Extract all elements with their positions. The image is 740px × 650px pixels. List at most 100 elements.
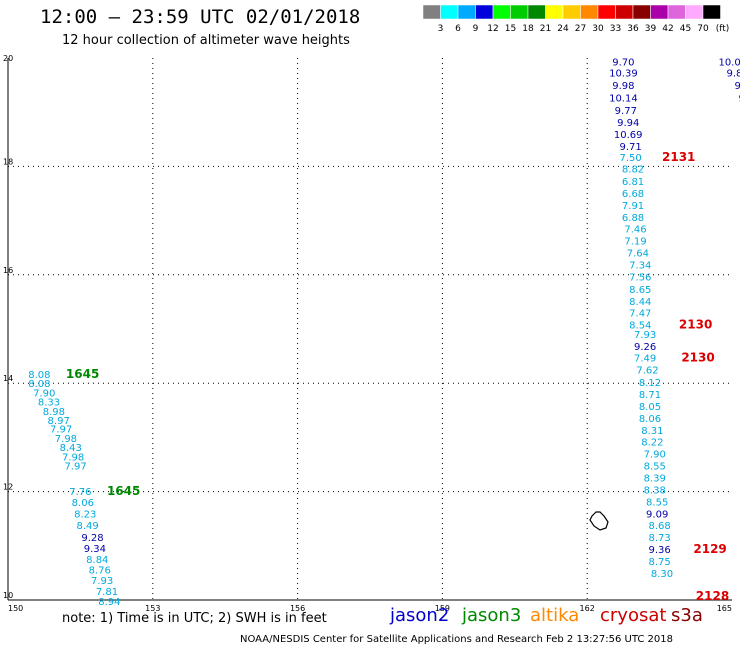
- wave-height-label: 6.81: [622, 177, 644, 188]
- wave-height-label: 10.14: [609, 94, 638, 105]
- footer-note: note: 1) Time is in UTC; 2) SWH is in fe…: [62, 611, 327, 626]
- scale-label: 6: [455, 24, 461, 34]
- pass-time-label: 1645: [107, 484, 140, 498]
- wave-height-label: 9.: [734, 81, 740, 92]
- pass-time-label: 2130: [681, 351, 714, 365]
- wave-height-label: 8.43: [60, 443, 82, 454]
- coastline-island: [589, 511, 609, 531]
- wave-height-label: 8.12: [639, 378, 661, 389]
- scale-swatch: [492, 4, 511, 20]
- wave-height-label: 8.55: [644, 462, 666, 473]
- wave-height-label: 9.8: [726, 69, 740, 80]
- color-scale-legend: 3 6 9 12 15 18 21 24 27 30 33 36 39 42 45 70 (ft): [422, 4, 730, 34]
- wave-height-label: 9.09: [646, 509, 668, 520]
- wave-height-label: 9.36: [648, 545, 670, 556]
- y-tick-label: 18: [3, 157, 13, 166]
- wave-height-label: 9.71: [620, 142, 642, 153]
- scale-swatch: [545, 4, 564, 20]
- scale-label: 70: [697, 24, 709, 34]
- wave-height-label: 7.97: [64, 462, 86, 473]
- wave-height-label: 10.39: [609, 69, 638, 80]
- scale-label: 21: [540, 24, 551, 34]
- scale-label: 9: [473, 24, 479, 34]
- scale-label: 45: [680, 24, 691, 34]
- data-marks: 8.088.087.908.338.988.977.977.988.437.98…: [28, 57, 740, 608]
- satellite-legend-jason2: jason2: [390, 605, 450, 626]
- wave-height-label: 9.98: [612, 81, 634, 92]
- scale-label: 42: [662, 24, 673, 34]
- wave-height-label: 7.46: [624, 225, 646, 236]
- scale-swatch: [615, 4, 634, 20]
- wave-height-label: 8.65: [629, 285, 651, 296]
- page-title: 12:00 – 23:59 UTC 02/01/2018: [40, 6, 361, 28]
- grid-lines: [8, 58, 732, 600]
- wave-height-label: 8.44: [629, 297, 651, 308]
- wave-height-label: 8.33: [38, 398, 60, 409]
- wave-height-label: 7.98: [62, 452, 84, 463]
- satellite-legend-s3a: s3a: [671, 605, 703, 626]
- wave-height-label: 8.06: [639, 414, 661, 425]
- x-tick-label: 153: [145, 604, 160, 613]
- pass-time-label: 2128: [696, 589, 729, 603]
- axis-tick-labels: 150 153 156 159 162 165 10 12 14 16 18 20: [3, 54, 732, 613]
- x-tick-label: 150: [8, 604, 23, 613]
- wave-height-label: 7.81: [96, 587, 118, 598]
- x-tick-label: 162: [580, 604, 595, 613]
- wave-height-label: 7.62: [636, 366, 658, 377]
- wave-height-label: 8.68: [648, 521, 670, 532]
- scale-swatch: [580, 4, 599, 20]
- wave-height-label: 10.0: [718, 57, 740, 68]
- scale-label: 30: [592, 24, 604, 34]
- wave-height-label: 8.76: [89, 566, 111, 577]
- wave-height-label: 8.39: [644, 474, 666, 485]
- wave-height-label: 7.19: [624, 237, 646, 248]
- scale-label: 18: [522, 24, 534, 34]
- y-tick-label: 20: [3, 54, 13, 63]
- scale-label: (ft): [716, 24, 730, 34]
- wave-height-label: 7.50: [620, 153, 642, 164]
- wave-height-label: 8.30: [651, 569, 673, 580]
- scale-swatch: [527, 4, 546, 20]
- y-tick-label: 12: [3, 483, 13, 492]
- scale-label: 36: [627, 24, 639, 34]
- wave-height-label: 8.98: [43, 407, 65, 418]
- wave-height-label: 7.56: [629, 272, 651, 283]
- wave-height-label: 9.77: [615, 106, 637, 117]
- wave-height-label: 8.82: [622, 165, 644, 176]
- satellite-legend-jason3: jason3: [462, 605, 522, 626]
- scale-swatch: [702, 4, 721, 20]
- satellite-legend-cryosat: cryosat: [600, 605, 667, 626]
- scale-swatch: [475, 4, 494, 20]
- scale-swatch: [562, 4, 581, 20]
- wave-height-label: 7.49: [634, 354, 656, 365]
- x-tick-label: 159: [435, 604, 450, 613]
- wave-height-label: 8.97: [48, 416, 70, 427]
- pass-time-label: 2131: [662, 150, 695, 164]
- footer-credit: NOAA/NESDIS Center for Satellite Applica…: [240, 634, 673, 645]
- wave-height-label: 8.49: [77, 521, 99, 532]
- wave-height-label: 8.84: [86, 555, 108, 566]
- pass-time-label: 2129: [693, 542, 726, 556]
- scale-swatch: [650, 4, 669, 20]
- wave-height-label: 7.97: [50, 425, 72, 436]
- wave-height-label: 9.28: [81, 533, 103, 544]
- x-tick-label: 165: [717, 604, 732, 613]
- y-tick-label: 16: [3, 266, 13, 275]
- wave-height-label: 8.73: [648, 533, 670, 544]
- scale-swatch: [597, 4, 616, 20]
- wave-height-label: 9: [738, 94, 740, 105]
- wave-height-label: 8.05: [639, 402, 661, 413]
- wave-height-label: 8.23: [74, 509, 96, 520]
- wave-height-label: 10.69: [614, 130, 643, 141]
- wave-height-label: 6.88: [622, 213, 644, 224]
- wave-height-label: 9.26: [634, 342, 656, 353]
- scale-swatch: [440, 4, 459, 20]
- plot-frame: [7, 58, 732, 601]
- wave-height-label: 7.90: [33, 388, 55, 399]
- wave-height-label: 7.90: [644, 450, 666, 461]
- wave-height-label: 8.54: [629, 321, 651, 332]
- wave-height-label: 8.06: [72, 498, 94, 509]
- wave-height-label: 7.93: [634, 330, 656, 341]
- wave-height-label: 7.47: [629, 309, 651, 320]
